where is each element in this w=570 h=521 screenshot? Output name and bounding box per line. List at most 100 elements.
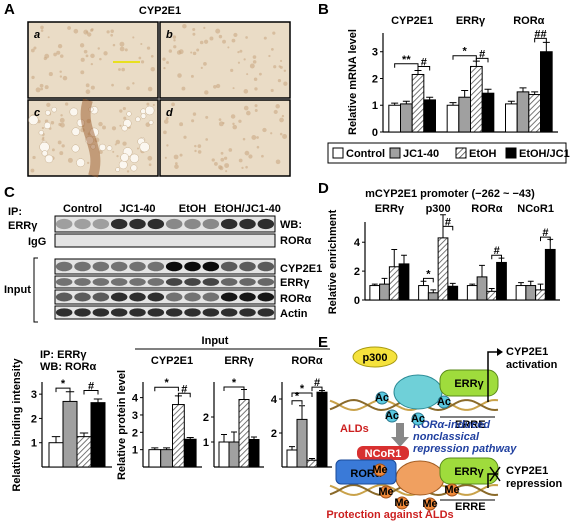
chart-title: ERRγ bbox=[224, 355, 254, 367]
texture bbox=[278, 65, 281, 68]
vacuole bbox=[45, 109, 51, 116]
bar bbox=[76, 436, 92, 468]
error-bar bbox=[65, 391, 75, 402]
texture bbox=[243, 58, 246, 61]
band bbox=[257, 261, 275, 272]
texture bbox=[228, 148, 233, 152]
texture bbox=[110, 29, 114, 33]
blot-strip bbox=[54, 289, 276, 305]
legend-swatch bbox=[505, 147, 517, 159]
bar bbox=[160, 449, 173, 468]
texture bbox=[98, 149, 103, 155]
band bbox=[184, 278, 201, 286]
band bbox=[129, 278, 146, 286]
texture bbox=[64, 102, 69, 106]
vacuole bbox=[71, 127, 81, 136]
y-axis-label: Relative binding intensity bbox=[11, 358, 23, 492]
panel-title: CYP2E1 bbox=[139, 5, 181, 17]
panel-label: A bbox=[4, 1, 15, 18]
micrograph bbox=[27, 21, 159, 99]
band bbox=[147, 278, 165, 286]
vacuole bbox=[130, 164, 138, 172]
texture bbox=[225, 170, 228, 173]
bar bbox=[286, 449, 298, 468]
chart-title: RORα bbox=[291, 355, 322, 367]
texture bbox=[263, 36, 267, 40]
error-bar bbox=[484, 88, 492, 94]
texture bbox=[40, 25, 44, 30]
texture bbox=[80, 57, 85, 62]
band bbox=[220, 278, 238, 286]
texture bbox=[271, 48, 274, 51]
texture bbox=[183, 135, 187, 139]
bar bbox=[418, 285, 429, 301]
bar bbox=[540, 51, 553, 133]
error-bar bbox=[542, 41, 550, 52]
vacuole bbox=[135, 116, 141, 122]
legend-label: Control bbox=[346, 148, 385, 160]
legend-label: EtOH/JC1-40 bbox=[519, 148, 570, 160]
y-tick-label: 4 bbox=[354, 237, 361, 249]
vacuole bbox=[28, 114, 39, 126]
texture bbox=[200, 66, 203, 69]
blot-strip bbox=[54, 258, 276, 275]
texture bbox=[275, 104, 280, 109]
bar bbox=[400, 103, 413, 133]
texture bbox=[203, 26, 206, 29]
band bbox=[74, 278, 91, 286]
band bbox=[92, 261, 110, 272]
category-label: CYP2E1 bbox=[391, 15, 433, 27]
group-header: Input bbox=[202, 335, 229, 347]
y-tick-label: 2 bbox=[132, 427, 138, 439]
band bbox=[74, 261, 91, 272]
texture bbox=[121, 67, 126, 72]
texture bbox=[232, 122, 235, 126]
bar bbox=[218, 441, 230, 468]
acetyl-mark bbox=[437, 395, 451, 409]
texture bbox=[205, 115, 209, 119]
bar bbox=[62, 400, 78, 468]
legend-swatch bbox=[455, 147, 467, 159]
y-tick-label: 3 bbox=[132, 410, 138, 422]
corepressor-shape bbox=[357, 446, 409, 460]
texture bbox=[270, 88, 274, 93]
texture bbox=[83, 49, 88, 54]
texture bbox=[246, 110, 251, 116]
texture bbox=[46, 102, 51, 107]
acetyl-label: Ac bbox=[375, 392, 389, 404]
texture bbox=[230, 114, 236, 119]
arrowhead bbox=[497, 348, 503, 356]
texture bbox=[224, 163, 230, 168]
significance-mark: ## bbox=[534, 28, 546, 40]
texture bbox=[168, 49, 173, 53]
texture bbox=[192, 27, 196, 31]
category-label: p300 bbox=[426, 203, 451, 215]
lane-group: JC1-40 bbox=[119, 203, 155, 215]
bar bbox=[398, 263, 410, 301]
band bbox=[110, 308, 128, 317]
texture bbox=[106, 30, 110, 34]
bar bbox=[466, 285, 478, 301]
texture bbox=[218, 118, 222, 121]
vacuole bbox=[106, 145, 113, 152]
texture bbox=[222, 121, 225, 125]
texture bbox=[33, 46, 37, 50]
band bbox=[147, 308, 165, 317]
methyl-label: Me bbox=[394, 497, 409, 509]
texture bbox=[243, 105, 249, 111]
legend-swatch bbox=[389, 147, 401, 159]
bar bbox=[316, 391, 328, 468]
significance-mark: # bbox=[445, 216, 451, 228]
panel-label: B bbox=[318, 1, 329, 18]
blot-label: WB: bbox=[280, 219, 302, 231]
significance-bracket bbox=[452, 55, 477, 60]
error-bar bbox=[79, 432, 89, 437]
legend-frame bbox=[327, 142, 567, 164]
band bbox=[147, 292, 165, 302]
blot-label: Input bbox=[4, 284, 31, 296]
blot-label: IgG bbox=[28, 236, 46, 248]
bar bbox=[248, 439, 260, 468]
blot-label: CYP2E1 bbox=[280, 263, 322, 275]
bar bbox=[228, 441, 240, 468]
texture bbox=[248, 154, 253, 159]
